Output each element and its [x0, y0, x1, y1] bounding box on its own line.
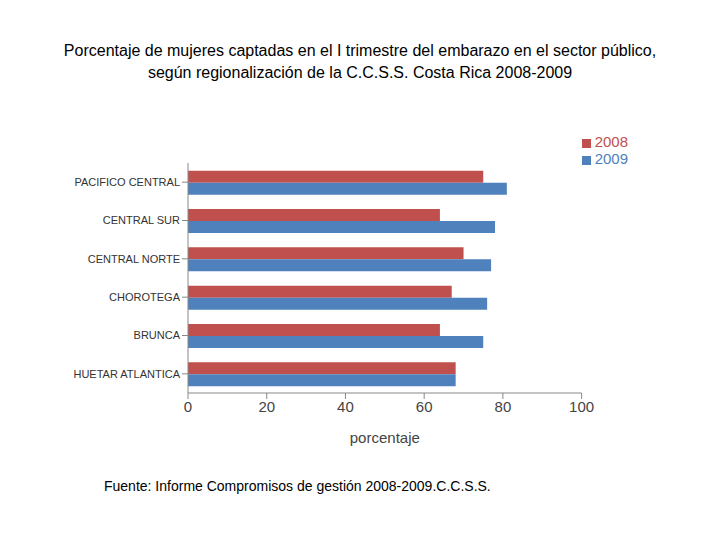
html-text:Fuente: Informe Compromisos de: Fuente: Informe Compromisos de gestión 2…: [104, 478, 491, 494]
svg-text:CENTRAL SUR: CENTRAL SUR: [103, 214, 180, 226]
html-text:Porcentaje de mujeres captadas: Porcentaje de mujeres captadas en el I t…: [63, 42, 657, 81]
svg-text:HUETAR ATLANTICA: HUETAR ATLANTICA: [73, 368, 180, 380]
html-text:2008: 2008: [594, 133, 628, 150]
svg-text:porcentaje: porcentaje: [350, 429, 420, 446]
svg-text:60: 60: [416, 398, 433, 415]
svg-text:100: 100: [569, 398, 594, 415]
svg-text:CENTRAL NORTE: CENTRAL NORTE: [88, 253, 180, 265]
svg-text:CHOROTEGA: CHOROTEGA: [109, 291, 181, 303]
html-text:2009: 2009: [594, 150, 628, 167]
svg-text:0: 0: [184, 398, 192, 415]
svg-text:80: 80: [495, 398, 512, 415]
svg-text:PACIFICO CENTRAL: PACIFICO CENTRAL: [74, 176, 180, 188]
svg-text:40: 40: [337, 398, 354, 415]
svg-text:20: 20: [258, 398, 275, 415]
svg-text:BRUNCA: BRUNCA: [134, 329, 181, 341]
